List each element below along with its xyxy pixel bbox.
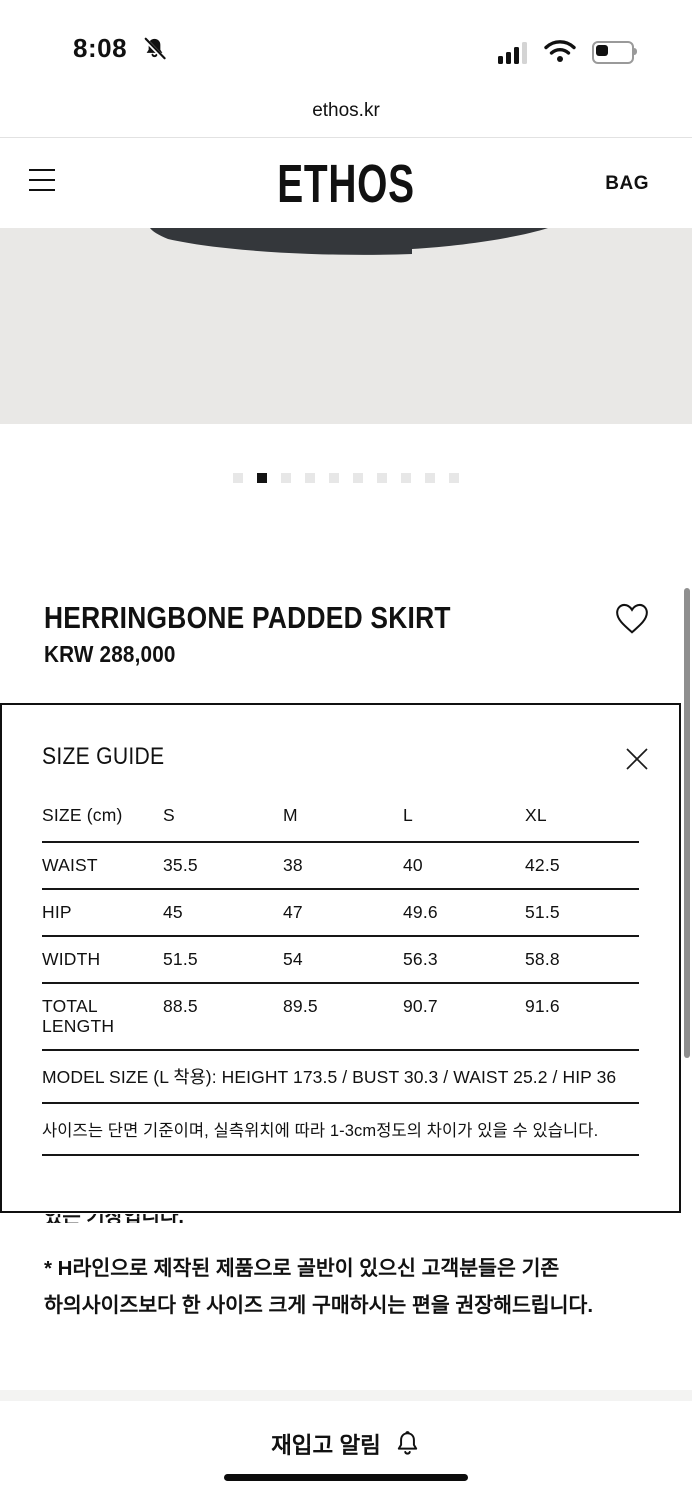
bell-slash-icon	[143, 37, 166, 61]
menu-icon[interactable]	[29, 169, 55, 199]
cell: 58.8	[525, 936, 639, 984]
restock-alert-label: 재입고 알림	[271, 1433, 381, 1458]
cell: 38	[283, 842, 403, 890]
wishlist-heart-icon[interactable]	[613, 600, 651, 636]
wifi-icon	[544, 40, 576, 62]
bell-icon	[397, 1430, 418, 1455]
cell: 89.5	[283, 983, 403, 1051]
brand-logo[interactable]: ETHOS	[277, 154, 415, 214]
table-row-hip: HIP 45 47 49.6 51.5	[42, 889, 639, 937]
cell: 42.5	[525, 842, 639, 890]
cell: 49.6	[403, 889, 525, 937]
close-icon[interactable]	[623, 745, 651, 773]
carousel-dot[interactable]	[281, 473, 291, 483]
carousel-dot[interactable]	[305, 473, 315, 483]
row-label: WIDTH	[42, 949, 101, 969]
cell: 45	[163, 889, 283, 937]
bag-button[interactable]: BAG	[605, 173, 649, 194]
carousel-dot[interactable]	[401, 473, 411, 483]
cell: 51.5	[163, 936, 283, 984]
cell: 40	[403, 842, 525, 890]
cell: 90.7	[403, 983, 525, 1051]
col-header-size: SIZE (cm)	[42, 797, 163, 843]
garment-photo-fragment	[150, 228, 548, 255]
cell: 35.5	[163, 842, 283, 890]
product-image[interactable]	[0, 228, 692, 424]
size-table-header-row: SIZE (cm) S M L XL	[42, 797, 639, 843]
site-header	[0, 138, 692, 228]
size-guide-modal: SIZE GUIDE SIZE (cm) S M L XL WAIST 35.5	[0, 703, 681, 1213]
fit-note-line: 하의사이즈보다 한 사이즈 크게 구매하시는 편을 권장해드립니다.	[44, 1294, 594, 1317]
carousel-dot[interactable]	[425, 473, 435, 483]
restock-alert-button[interactable]: 재입고 알림	[0, 1428, 692, 1460]
clipped-description-text: 있는 기장입니다.	[44, 1214, 464, 1223]
tolerance-note: 사이즈는 단면 기준이며, 실측위치에 따라 1-3cm정도의 차이가 있을 수…	[42, 1104, 639, 1156]
carousel-dot-active[interactable]	[257, 473, 267, 483]
table-row-width: WIDTH 51.5 54 56.3 58.8	[42, 936, 639, 984]
bottom-bar	[0, 1401, 692, 1500]
row-label: WAIST	[42, 855, 98, 875]
cellular-signal-icon	[498, 40, 527, 64]
carousel-dot[interactable]	[377, 473, 387, 483]
carousel-dot[interactable]	[329, 473, 339, 483]
url-text[interactable]: ethos.kr	[312, 100, 380, 121]
status-bar: 8:08	[0, 0, 692, 80]
product-price: KRW 288,000	[44, 641, 176, 667]
fit-recommendation-note: * H라인으로 제작된 제품으로 골반이 있으신 고객분들은 기존 하의사이즈보…	[44, 1250, 652, 1324]
product-title: HERRINGBONE PADDED SKIRT	[44, 600, 451, 635]
clock: 8:08	[73, 33, 128, 63]
carousel-dots	[0, 473, 692, 483]
size-table: SIZE (cm) S M L XL WAIST 35.5 38 40 42.5…	[42, 797, 639, 1051]
row-label: TOTAL LENGTH	[42, 996, 115, 1036]
cell: 51.5	[525, 889, 639, 937]
cell: 56.3	[403, 936, 525, 984]
browser-url-bar[interactable]: ethos.kr	[0, 100, 692, 136]
carousel-dot[interactable]	[449, 473, 459, 483]
battery-icon	[592, 41, 637, 64]
col-header-l: L	[403, 797, 525, 843]
model-size-note: MODEL SIZE (L 착용): HEIGHT 173.5 / BUST 3…	[42, 1051, 639, 1104]
row-label: HIP	[42, 902, 72, 922]
col-header-m: M	[283, 797, 403, 843]
divider	[0, 137, 692, 138]
fit-note-line: * H라인으로 제작된 제품으로 골반이 있으신 고객분들은 기존	[44, 1257, 560, 1280]
col-header-s: S	[163, 797, 283, 843]
table-row-total-length: TOTAL LENGTH 88.5 89.5 90.7 91.6	[42, 983, 639, 1051]
cell: 54	[283, 936, 403, 984]
cell: 88.5	[163, 983, 283, 1051]
home-indicator[interactable]	[224, 1474, 468, 1481]
scrollbar[interactable]	[684, 588, 690, 1058]
cell: 91.6	[525, 983, 639, 1051]
size-guide-title: SIZE GUIDE	[42, 743, 165, 770]
carousel-dot[interactable]	[233, 473, 243, 483]
col-header-xl: XL	[525, 797, 639, 843]
cell: 47	[283, 889, 403, 937]
table-row-waist: WAIST 35.5 38 40 42.5	[42, 842, 639, 890]
carousel-dot[interactable]	[353, 473, 363, 483]
